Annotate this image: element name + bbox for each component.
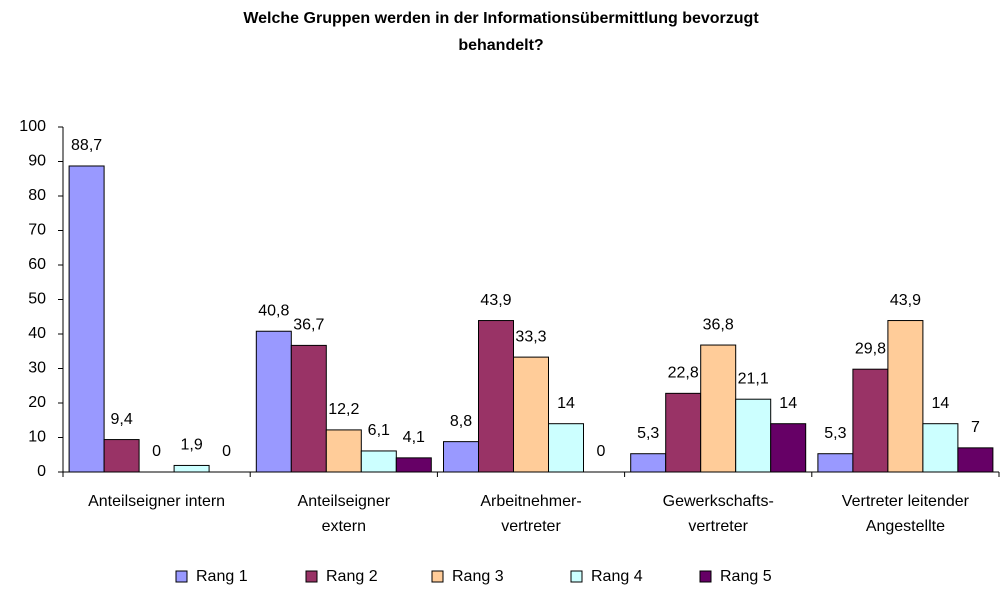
- bar: [770, 423, 807, 473]
- y-tick-label: 10: [28, 429, 46, 446]
- data-label: 21,1: [738, 370, 769, 387]
- data-label: 7: [971, 419, 980, 436]
- legend-swatch: [431, 570, 444, 583]
- data-label: 43,9: [890, 292, 921, 309]
- bar: [700, 344, 737, 473]
- legend-swatch: [305, 570, 318, 583]
- legend-label: Rang 1: [196, 568, 248, 585]
- bar: [478, 320, 514, 473]
- data-label: 5,3: [637, 425, 659, 442]
- bar: [817, 453, 854, 473]
- data-label: 88,7: [71, 137, 102, 154]
- data-label: 14: [932, 395, 950, 412]
- bar: [513, 356, 549, 473]
- bar: [957, 447, 994, 473]
- legend-swatch: [570, 570, 583, 583]
- chart-title: Welche Gruppen werden in der Information…: [243, 10, 759, 27]
- bar: [852, 368, 889, 473]
- y-tick-label: 20: [28, 394, 46, 411]
- data-label: 12,2: [328, 401, 359, 418]
- x-tick-label: extern: [322, 518, 366, 535]
- bar: [735, 398, 772, 473]
- chart-title: behandelt?: [458, 37, 543, 54]
- data-label: 5,3: [824, 425, 846, 442]
- legend-label: Rang 2: [326, 568, 378, 585]
- legend-swatch: [175, 570, 188, 583]
- bar: [395, 457, 432, 473]
- bar: [548, 423, 584, 473]
- data-label: 1,9: [180, 437, 202, 454]
- data-label: 40,8: [258, 302, 289, 319]
- bar: [103, 439, 140, 473]
- x-tick-label: Gewerkschafts-: [663, 493, 774, 510]
- y-tick-label: 90: [28, 153, 46, 170]
- data-label: 4,1: [403, 429, 425, 446]
- data-label: 14: [779, 395, 797, 412]
- x-tick-label: Arbeitnehmer-: [480, 493, 581, 510]
- y-tick-label: 100: [19, 118, 46, 135]
- bar: [443, 441, 479, 473]
- bar: [360, 450, 397, 473]
- y-tick-label: 0: [37, 463, 46, 480]
- data-label: 0: [597, 443, 606, 460]
- data-label: 22,8: [668, 365, 699, 382]
- data-label: 8,8: [450, 413, 472, 430]
- bar: [922, 423, 959, 473]
- data-label: 29,8: [855, 340, 886, 357]
- x-tick-label: vertreter: [501, 518, 561, 535]
- x-tick-label: Vertreter leitender: [842, 493, 970, 510]
- bar: [325, 429, 362, 473]
- data-label: 36,7: [293, 317, 324, 334]
- bar: [255, 330, 292, 473]
- y-tick-label: 70: [28, 222, 46, 239]
- y-tick-label: 80: [28, 187, 46, 204]
- data-label: 33,3: [515, 328, 546, 345]
- data-label: 6,1: [368, 422, 390, 439]
- bar: [665, 392, 702, 473]
- x-tick-label: Anteilseigner: [298, 493, 391, 510]
- data-label: 14: [557, 395, 575, 412]
- legend-label: Rang 4: [591, 568, 643, 585]
- x-tick-label: vertreter: [688, 518, 748, 535]
- legend-label: Rang 3: [452, 568, 504, 585]
- x-tick-label: Anteilseigner intern: [88, 493, 225, 510]
- data-label: 0: [222, 443, 231, 460]
- bar: [68, 165, 105, 473]
- y-tick-label: 60: [28, 256, 46, 273]
- bar: [630, 453, 667, 473]
- data-label: 36,8: [703, 316, 734, 333]
- legend-swatch: [699, 570, 712, 583]
- bar: [887, 320, 924, 473]
- y-tick-label: 30: [28, 360, 46, 377]
- data-label: 43,9: [480, 292, 511, 309]
- data-label: 9,4: [110, 411, 132, 428]
- bar: [173, 464, 210, 473]
- bar: [290, 344, 327, 473]
- x-tick-label: Angestellte: [866, 518, 945, 535]
- y-tick-label: 40: [28, 325, 46, 342]
- y-tick-label: 50: [28, 291, 46, 308]
- data-label: 0: [152, 443, 161, 460]
- legend-label: Rang 5: [720, 568, 772, 585]
